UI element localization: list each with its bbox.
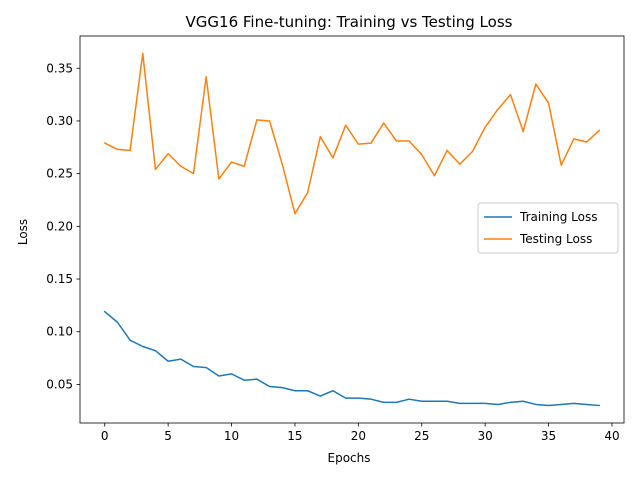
legend-label-training-loss: Training Loss [519, 210, 597, 224]
x-tick-label: 10 [224, 429, 239, 443]
legend-box [477, 202, 619, 254]
axes-frame [79, 35, 625, 424]
x-tick-label: 0 [101, 429, 109, 443]
legend-label-testing-loss: Testing Loss [519, 232, 592, 246]
plot-area: 0 5 10 15 20 25 30 35 40 0.05 0.10 0.15 0.20 0.25 0.30… [46, 35, 625, 443]
x-tick-label: 40 [604, 429, 619, 443]
y-tick-label: 0.20 [46, 219, 73, 233]
x-tick-label: 5 [164, 429, 172, 443]
x-tick-label: 20 [351, 429, 366, 443]
y-tick-label: 0.10 [46, 325, 73, 339]
x-tick-label: 35 [541, 429, 556, 443]
series-line-testing-loss [103, 52, 601, 215]
y-tick-label: 0.25 [46, 167, 73, 181]
series-line-training-loss [103, 310, 601, 407]
x-tick-label: 25 [414, 429, 429, 443]
y-tick-label: 0.15 [46, 272, 73, 286]
chart-title: VGG16 Fine-tuning: Training vs Testing L… [186, 13, 513, 31]
y-tick-label: 0.30 [46, 114, 73, 128]
x-axis-label: Epochs [328, 451, 371, 465]
y-tick-label: 0.35 [46, 61, 73, 75]
y-tick-label: 0.05 [46, 377, 73, 391]
legend: Training Loss Testing Loss [477, 202, 619, 254]
y-axis-label: Loss [16, 219, 30, 245]
x-tick-label: 30 [478, 429, 493, 443]
x-tick-label: 15 [287, 429, 302, 443]
